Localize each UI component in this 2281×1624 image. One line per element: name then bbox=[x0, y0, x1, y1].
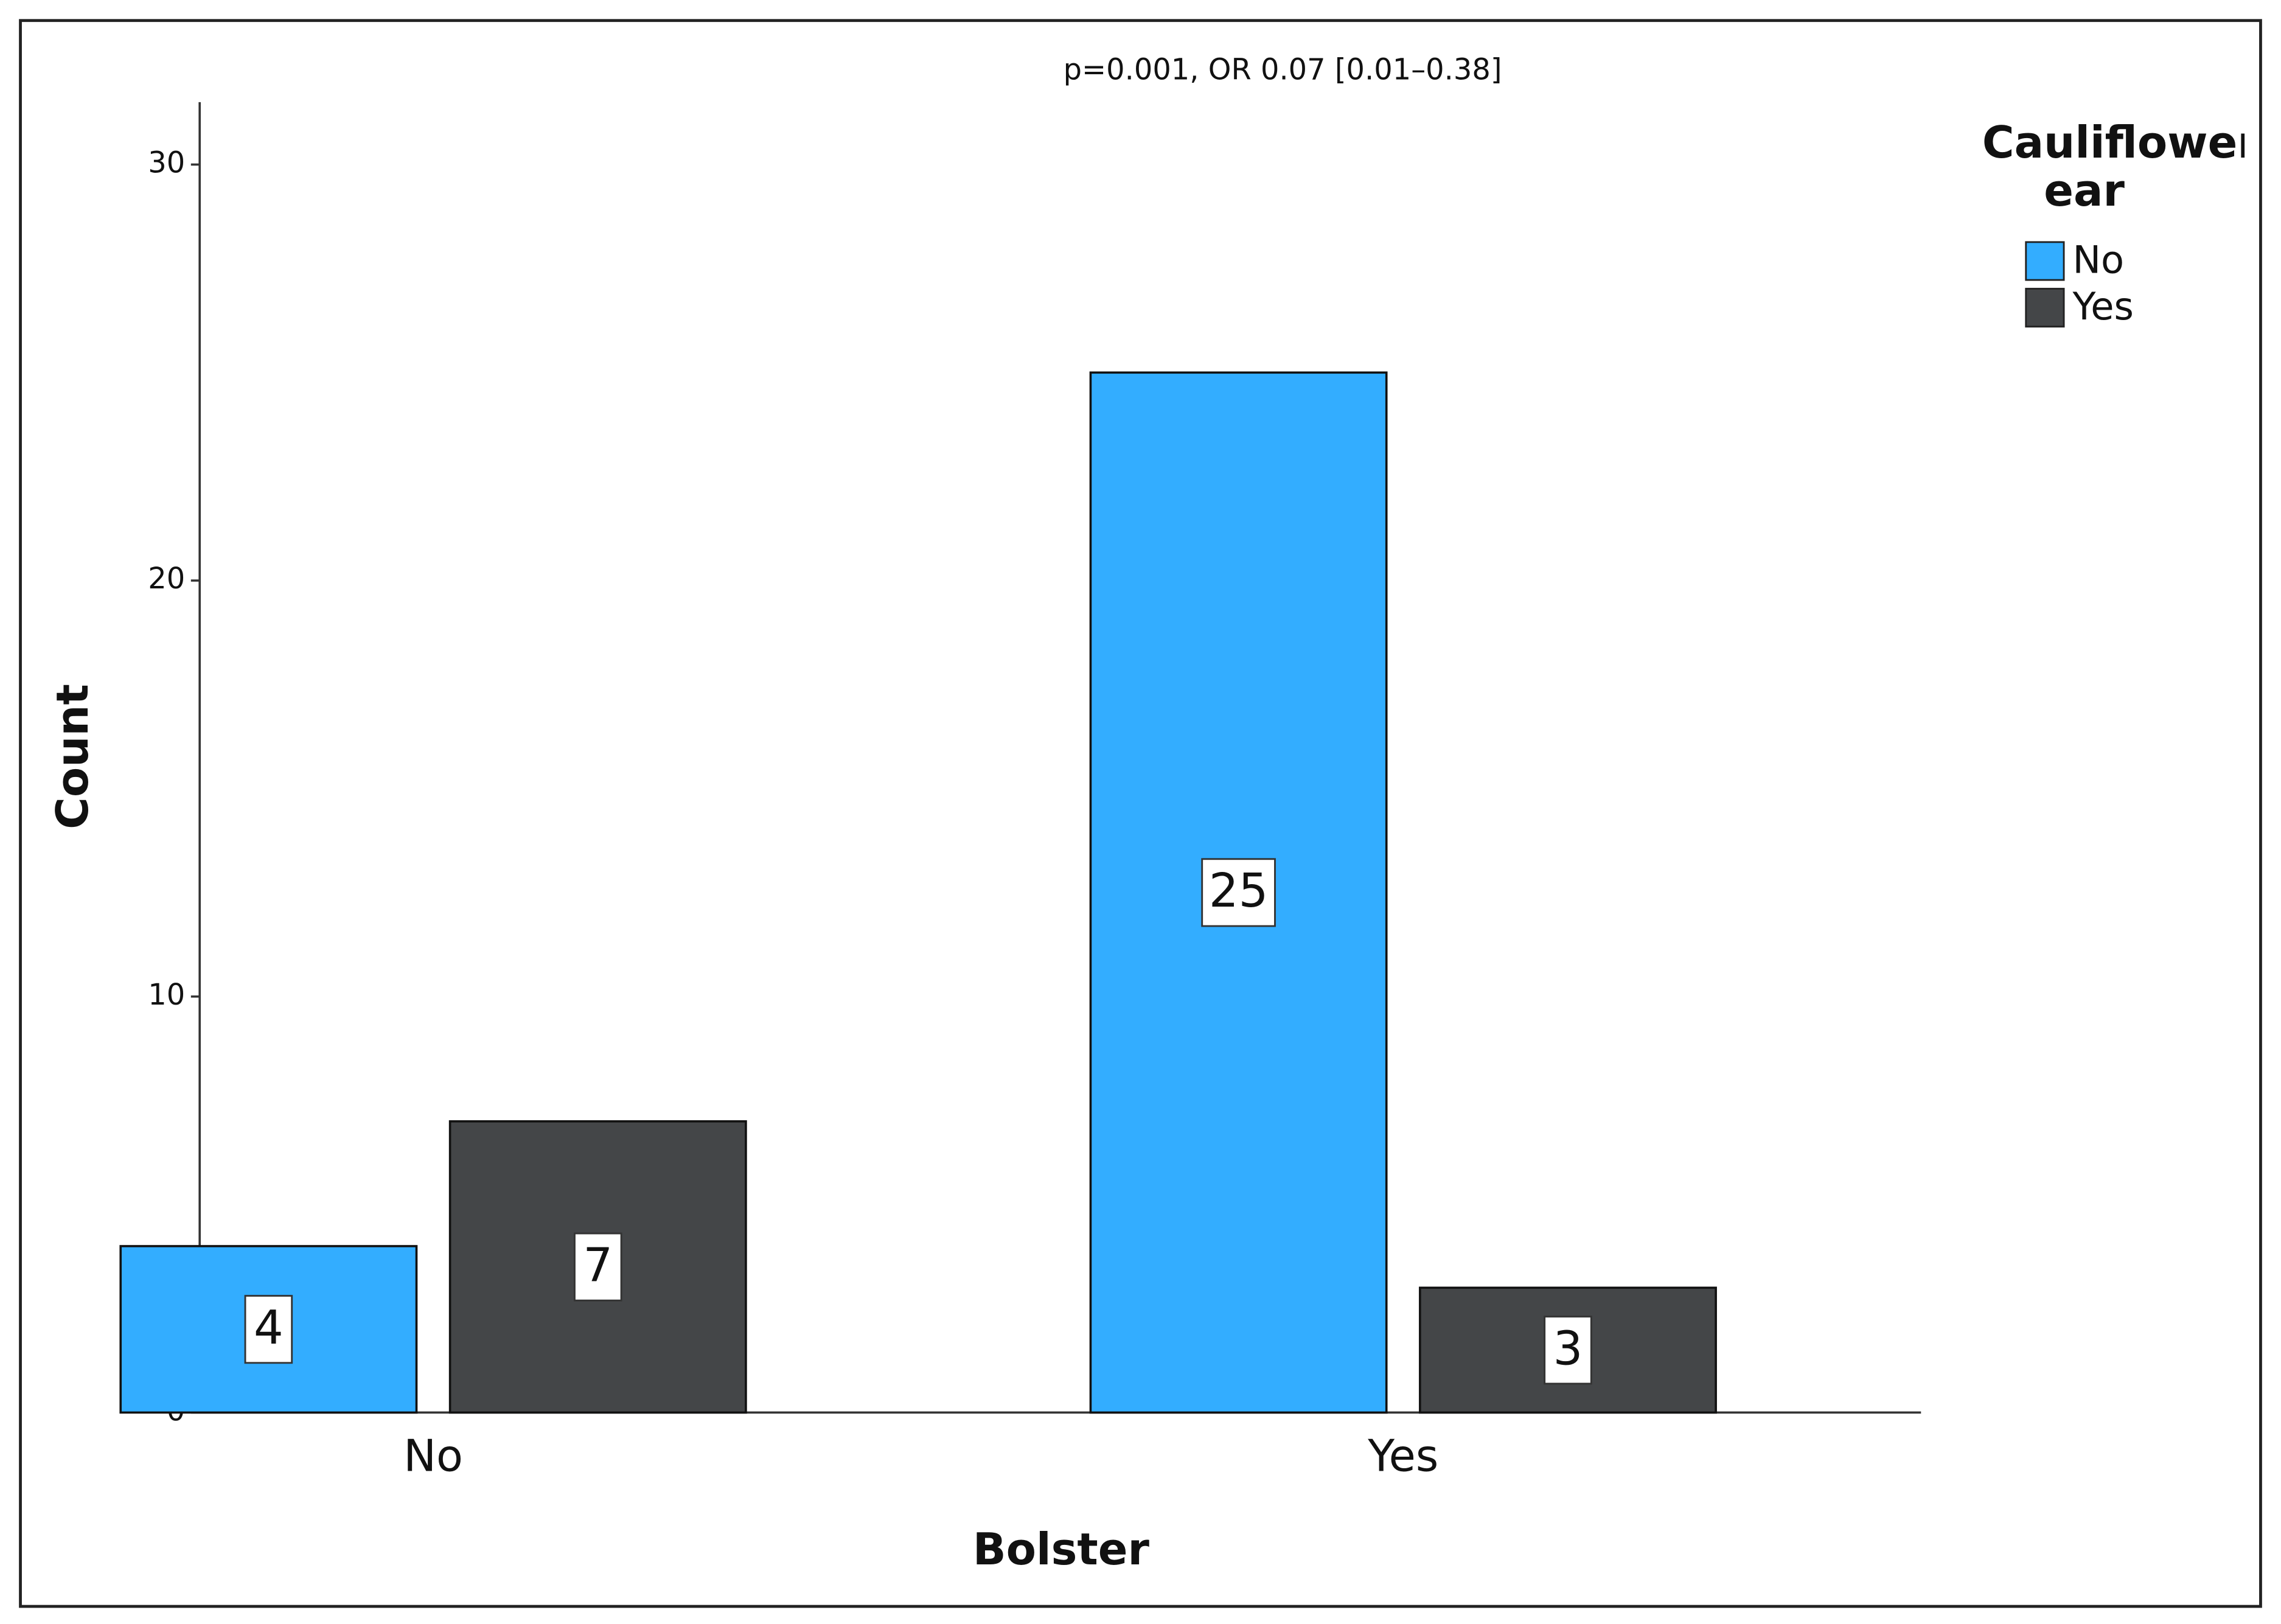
value-label-box bbox=[573, 1232, 622, 1302]
value-label: 4 bbox=[254, 1301, 284, 1355]
x-axis-label: Bolster bbox=[973, 1524, 1150, 1575]
value-label: 25 bbox=[1209, 864, 1269, 918]
legend-title: Cauliflower ear bbox=[1982, 119, 2245, 218]
value-label-box bbox=[1201, 858, 1276, 927]
value-label-box bbox=[1544, 1316, 1592, 1385]
value-label: 3 bbox=[1553, 1322, 1583, 1376]
legend-label: Yes bbox=[2072, 284, 2134, 329]
y-tick-label: 10 bbox=[148, 978, 185, 1012]
legend-swatch bbox=[2025, 288, 2065, 328]
value-label: 7 bbox=[583, 1239, 613, 1293]
value-label-box bbox=[244, 1295, 293, 1364]
x-tick-label: Yes bbox=[1367, 1431, 1438, 1482]
chart-title: p=0.001, OR 0.07 [0.01–0.38] bbox=[1064, 54, 1502, 87]
y-tick-label: 30 bbox=[148, 146, 185, 179]
y-axis-label: Count bbox=[47, 684, 98, 829]
y-tick-label: 20 bbox=[148, 562, 185, 596]
legend-label: No bbox=[2072, 237, 2124, 282]
legend-swatch bbox=[2025, 241, 2065, 281]
x-tick-label: No bbox=[403, 1431, 463, 1482]
legend-title-box: Cauliflower ear bbox=[1982, 119, 2245, 218]
